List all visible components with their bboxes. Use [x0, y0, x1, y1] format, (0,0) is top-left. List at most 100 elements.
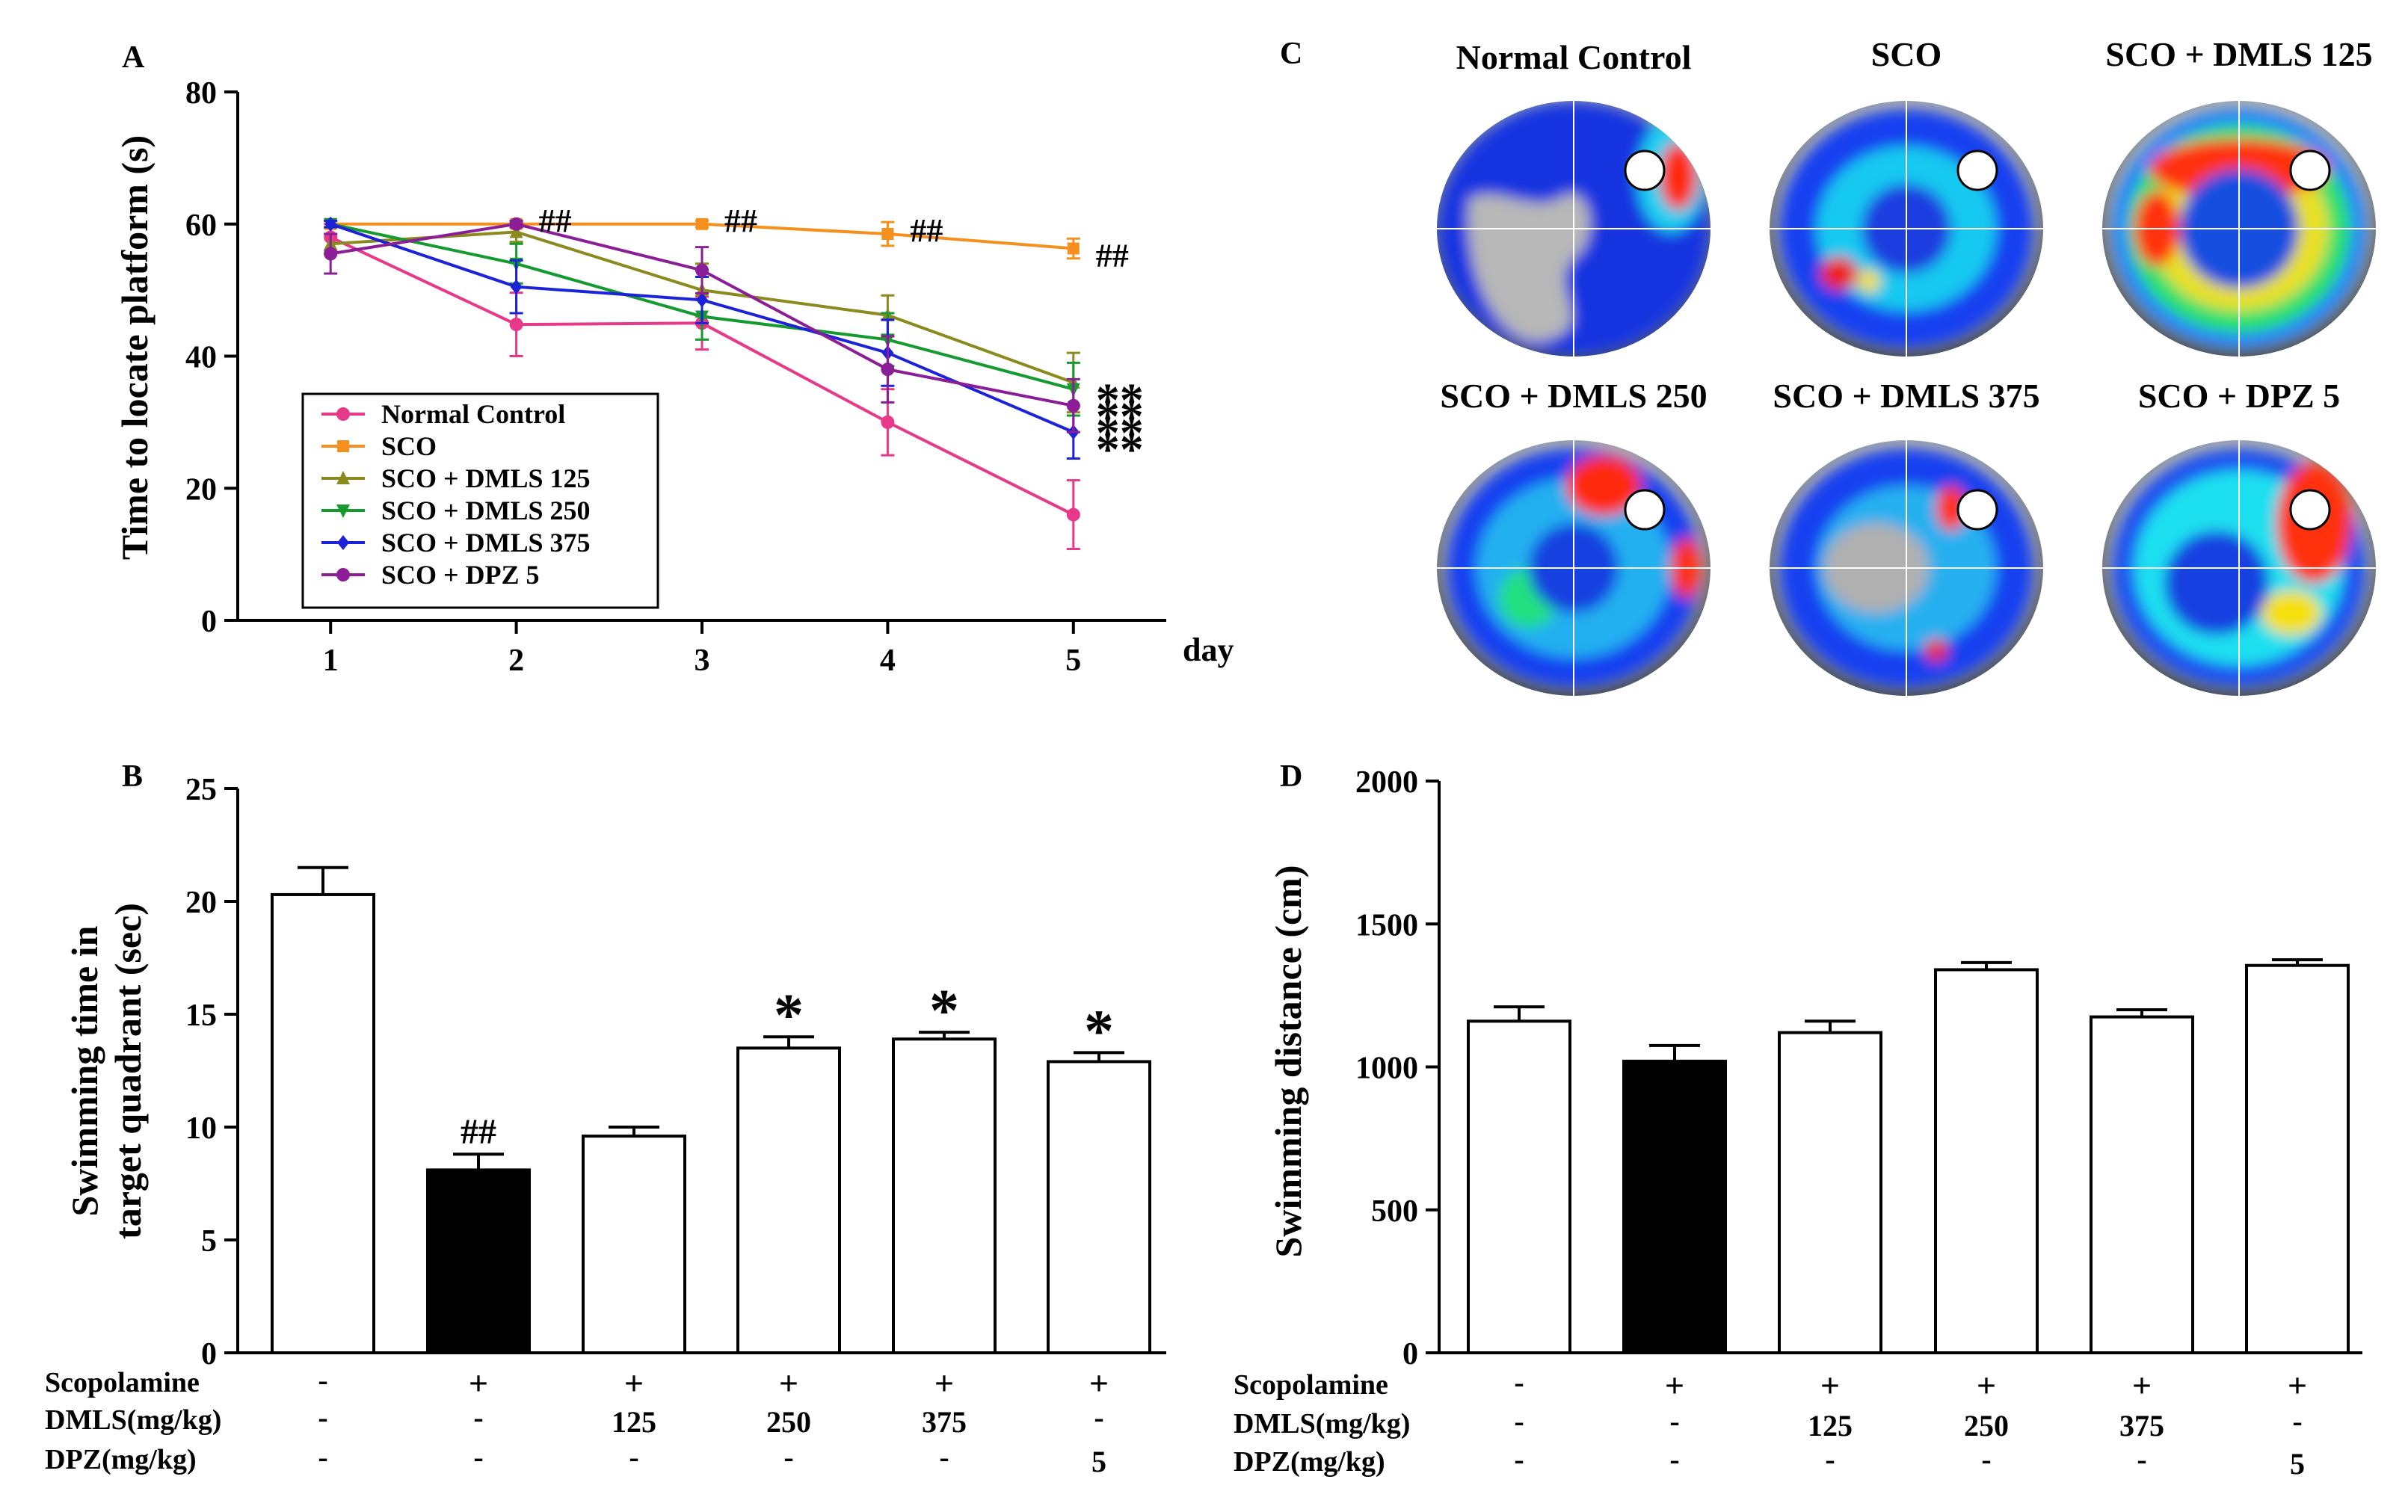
- treatment-value: 250: [1964, 1409, 2009, 1442]
- treatment-value: -: [629, 1440, 638, 1474]
- significance-marker: ##: [1096, 237, 1129, 274]
- data-point: [1066, 398, 1080, 413]
- bar: [582, 1135, 686, 1354]
- chart-b-bars: ## * * *: [271, 865, 1151, 1355]
- bar-group: [1934, 960, 2039, 1354]
- bar-group: [2090, 1008, 2194, 1354]
- significance-marker: **: [1096, 423, 1144, 476]
- legend-item: SCO: [321, 431, 437, 461]
- legend-label: Normal Control: [381, 399, 565, 429]
- panel-letter-c: C: [1280, 37, 1302, 71]
- legend-item: SCO + DMLS 375: [321, 528, 591, 558]
- treatment-value: -: [1825, 1442, 1835, 1476]
- x-tick-label: 3: [695, 644, 710, 678]
- data-point: [324, 247, 338, 261]
- bar-group: [1622, 1043, 1727, 1354]
- heatmap-disk: [1770, 101, 2043, 357]
- data-point: [509, 224, 523, 238]
- heatmap-disk: [1770, 440, 2043, 696]
- x-tick-label: 4: [880, 644, 896, 678]
- y-tick-label: 20: [185, 886, 217, 920]
- treatment-value: 375: [922, 1405, 967, 1439]
- y-tick-label: 0: [1402, 1337, 1418, 1371]
- heat-region: [1566, 456, 1641, 516]
- heatmap-title: SCO + DMLS 125: [2105, 35, 2372, 73]
- treatment-row-label: Scopolamine: [1234, 1369, 1388, 1401]
- heatmap-title: SCO: [1871, 35, 1942, 73]
- significance-marker: ##: [910, 212, 943, 249]
- platform-marker: [1624, 149, 1666, 191]
- treatment-value: -: [2137, 1442, 2146, 1476]
- treatment-row-label: DPZ(mg/kg): [1234, 1446, 1385, 1478]
- heat-region: [1936, 486, 1966, 531]
- significance-marker: ##: [539, 203, 572, 239]
- treatment-value: +: [1977, 1366, 1996, 1404]
- legend-item: Normal Control: [321, 399, 565, 429]
- heat-region: [1925, 639, 1947, 661]
- treatment-row-label: Scopolamine: [45, 1367, 200, 1398]
- treatment-value: -: [1669, 1404, 1679, 1438]
- legend-item: SCO + DMLS 125: [321, 463, 591, 493]
- bar: [426, 1168, 531, 1354]
- treatment-value: 125: [612, 1405, 656, 1439]
- legend-box: [301, 392, 659, 609]
- platform-marker: [1956, 489, 1998, 531]
- legend-swatch-marker: [337, 440, 349, 452]
- data-point: [695, 263, 709, 277]
- data-point: [324, 216, 337, 232]
- y-axis-label: target quadrant (sec): [107, 903, 149, 1239]
- significance-marker: ##: [724, 203, 757, 239]
- chart-b-treatment-rows: Scopolamine - + + + + +DMLS(mg/kg) - -125 250 375-…: [45, 1363, 1109, 1478]
- heat-region: [1820, 257, 1858, 290]
- y-axis-label: Swimming distance (cm): [1267, 865, 1309, 1258]
- data-point: [696, 292, 708, 308]
- treatment-row-label: DPZ(mg/kg): [45, 1444, 197, 1475]
- treatment-row-label: DMLS(mg/kg): [45, 1404, 221, 1436]
- treatment-value: +: [934, 1364, 954, 1402]
- y-tick-label: 1000: [1355, 1052, 1418, 1086]
- bar: [892, 1037, 997, 1354]
- chart-a-y-label: Time to locate platform (s): [114, 135, 155, 560]
- heatmap-title: SCO + DMLS 250: [1440, 377, 1707, 415]
- treatment-value: -: [1514, 1366, 1524, 1399]
- legend-label: SCO: [381, 431, 437, 461]
- legend-item: SCO + DPZ 5: [321, 560, 540, 590]
- heatmap-title: SCO + DMLS 375: [1773, 377, 2039, 415]
- bar-group: ##: [426, 1112, 531, 1354]
- y-tick-label: 10: [185, 1111, 217, 1146]
- heat-hot-region: [1660, 143, 1697, 210]
- bar-group: *: [1047, 999, 1151, 1355]
- significance-marker: ##: [461, 1112, 496, 1152]
- chart-d-axes: 0 500 1000 1500 2000 Swimming distance (cm): [1267, 765, 2362, 1371]
- x-tick-label: 5: [1065, 644, 1081, 678]
- bar: [1467, 1019, 1571, 1355]
- y-tick-label: 1500: [1355, 908, 1418, 942]
- chart-a-axes: 0 20 40 60 80 1 2 3 4 5: [185, 76, 1166, 678]
- treatment-value: -: [473, 1440, 483, 1474]
- bar-group: [271, 865, 375, 1354]
- bar: [736, 1046, 841, 1355]
- heatmap-title: SCO + DPZ 5: [2138, 377, 2340, 415]
- treatment-value: 5: [2290, 1447, 2305, 1481]
- treatment-row-label: DMLS(mg/kg): [1234, 1408, 1410, 1440]
- bar-group: *: [736, 983, 841, 1355]
- treatment-value: -: [473, 1401, 483, 1434]
- treatment-value: -: [318, 1363, 327, 1397]
- treatment-value: -: [318, 1401, 327, 1434]
- treatment-value: +: [779, 1364, 798, 1402]
- panel-letter-b: B: [122, 759, 143, 794]
- data-point: [881, 228, 894, 241]
- y-tick-label: 500: [1371, 1194, 1418, 1229]
- chart-b-axes: 0 5 10 15 20 25 Swimming time in target quadran…: [64, 773, 1166, 1371]
- treatment-value: -: [1981, 1442, 1991, 1476]
- treatment-value: 125: [1808, 1409, 1853, 1442]
- heatmap-disk: [2102, 101, 2376, 357]
- data-point: [509, 217, 523, 231]
- treatment-value: -: [1514, 1404, 1524, 1438]
- significance-marker: **: [1096, 406, 1144, 459]
- heatmap-disk: [1437, 101, 1710, 357]
- y-tick-label: 15: [185, 999, 217, 1033]
- bar: [2090, 1015, 2194, 1354]
- treatment-value: -: [1094, 1401, 1103, 1434]
- y-tick-label: 5: [201, 1224, 217, 1259]
